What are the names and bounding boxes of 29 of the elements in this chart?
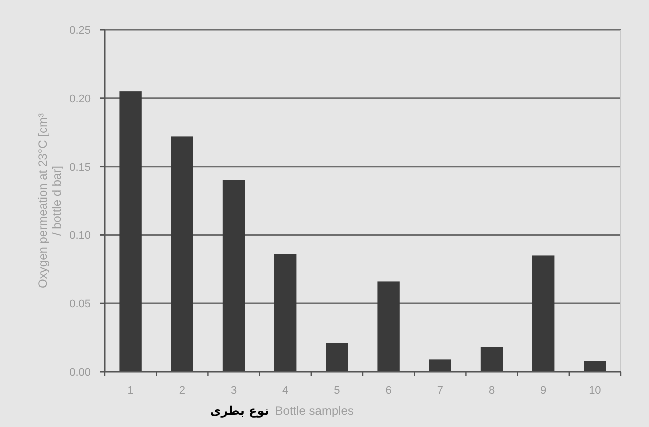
- x-tick-label: 2: [179, 385, 186, 397]
- text: نوع بطری: [210, 404, 270, 418]
- y-tick-label: 0.15: [70, 162, 91, 174]
- bar: [429, 360, 452, 372]
- bar: [480, 347, 504, 372]
- x-tick-label: 1: [128, 385, 134, 397]
- bar: [222, 180, 246, 372]
- x-axis-title: Bottle samples: [275, 404, 354, 418]
- y-tick-label: 0.20: [70, 93, 91, 106]
- x-tick-label: 7: [437, 385, 444, 397]
- bar: [532, 256, 555, 372]
- x-tick-label: 5: [334, 385, 340, 397]
- bar: [120, 92, 142, 372]
- y-tick-label: 0.00: [70, 367, 91, 379]
- y-tick-label: 0.05: [70, 298, 91, 311]
- x-tick-label: 10: [589, 385, 602, 397]
- y-tick-label: 0.10: [70, 230, 91, 242]
- bar: [171, 136, 194, 372]
- bar: [326, 343, 348, 372]
- bar: [274, 254, 297, 372]
- y-tick-label: 0.25: [70, 25, 91, 37]
- x-tick-label: 6: [386, 385, 392, 397]
- x-tick-label: 8: [488, 385, 496, 397]
- x-tick-label: 9: [540, 385, 547, 397]
- bar: [378, 282, 400, 372]
- x-tick-label: 4: [282, 385, 289, 397]
- y-axis-title: Oxygen permeation at 23°C [cm³ / bottle d bar]: [36, 114, 64, 288]
- x-tick-label: 3: [230, 385, 238, 397]
- bar: [584, 361, 606, 372]
